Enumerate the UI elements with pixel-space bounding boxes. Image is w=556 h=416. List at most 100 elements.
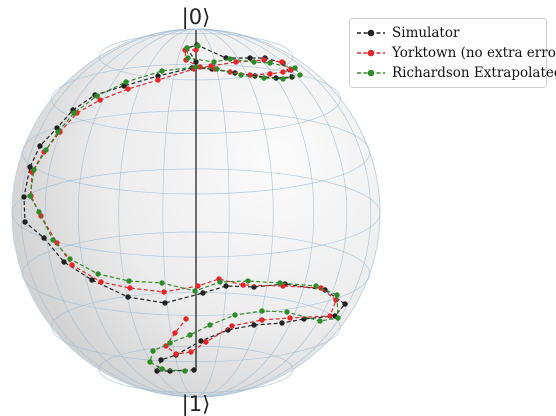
series-1-point-40 [188, 349, 194, 355]
series-line-2 [29, 45, 339, 372]
series-0-point-22 [41, 235, 47, 241]
series-1-point-12 [233, 59, 239, 65]
series-0-point-38 [198, 338, 204, 344]
series-1-point-27 [127, 285, 133, 291]
series-2-point-5 [251, 59, 257, 65]
series-0-point-32 [342, 301, 348, 307]
series-0-point-40 [158, 357, 164, 363]
series-2-point-38 [232, 312, 238, 318]
legend-item-simulator: Simulator [350, 24, 546, 42]
series-0-point-4 [247, 55, 253, 61]
series-0-point-13 [155, 73, 161, 79]
series-2-point-34 [335, 315, 341, 321]
series-0-point-0 [193, 59, 199, 65]
series-1-point-37 [259, 317, 265, 323]
series-1-point-13 [208, 63, 214, 69]
series-1 [28, 47, 339, 357]
series-0-point-43 [191, 367, 197, 373]
series-2-point-23 [50, 237, 56, 243]
series-2-point-37 [259, 308, 265, 314]
series-2-point-21 [27, 193, 33, 199]
series-0-point-36 [251, 322, 257, 328]
series-0-point-8 [273, 75, 279, 81]
series-2-point-32 [313, 283, 319, 289]
series-2-point-29 [217, 279, 223, 285]
series-1-point-3 [197, 64, 203, 70]
series-2-point-35 [317, 318, 323, 324]
label-ket-1: |1⟩ [182, 392, 211, 416]
series-1-point-8 [280, 69, 286, 75]
series-2-point-33 [334, 292, 340, 298]
series-2-point-31 [277, 280, 283, 286]
series-1-point-41 [173, 351, 179, 357]
legend-label-simulator: Simulator [392, 25, 460, 41]
series-2-point-36 [284, 309, 290, 315]
series-2-point-16 [94, 93, 100, 99]
legend-label-richardson: Richardson Extrapolated [392, 65, 556, 81]
series-0-point-20 [21, 194, 27, 200]
series-0-point-19 [27, 164, 33, 170]
series-2-point-18 [55, 129, 61, 135]
legend-item-yorktown: Yorktown (no extra error) [350, 44, 556, 62]
series-2-point-22 [36, 209, 42, 215]
series-2-point-7 [292, 65, 298, 71]
series-0-point-14 [121, 83, 127, 89]
series-0-point-41 [154, 368, 160, 374]
series-1-point-31 [240, 282, 246, 288]
series-2-point-0 [195, 43, 201, 49]
series-2-point-27 [159, 280, 165, 286]
series-2-point-4 [227, 56, 233, 62]
series-2-point-14 [159, 68, 165, 74]
series-1-point-0 [193, 47, 199, 53]
series-1-point-15 [155, 77, 161, 83]
longitude-ring-4 [20, 28, 372, 398]
series-1-point-39 [203, 339, 209, 345]
series-2-point-1 [184, 45, 190, 51]
series-1-point-36 [287, 315, 293, 321]
series-1-point-26 [98, 279, 104, 285]
series-0-point-25 [125, 294, 131, 300]
series-1-point-25 [69, 262, 75, 268]
series-2-point-9 [280, 76, 286, 82]
series-2-point-8 [297, 72, 303, 78]
series-2-point-13 [193, 64, 199, 70]
series-0-point-21 [22, 219, 28, 225]
series-2-point-20 [31, 167, 37, 173]
series-1-point-11 [261, 57, 267, 63]
series-2-point-40 [187, 332, 193, 338]
series-2-point-26 [126, 278, 132, 284]
series-2-point-11 [238, 72, 244, 78]
series-1-point-6 [247, 72, 253, 78]
series-1-point-34 [333, 297, 339, 303]
series-0-point-23 [61, 259, 67, 265]
series-2-point-42 [150, 348, 156, 354]
series-2-point-39 [207, 322, 213, 328]
legend-swatch-richardson [357, 69, 385, 77]
series-layer [21, 42, 348, 374]
legend-swatch-yorktown [357, 49, 385, 57]
series-2-point-10 [261, 75, 267, 81]
series-1-point-38 [229, 323, 235, 329]
series-0-point-35 [279, 320, 285, 326]
series-1-point-9 [288, 67, 294, 73]
series-2-point-17 [71, 110, 77, 116]
series-line-1 [30, 49, 337, 355]
legend-swatch-simulator [357, 29, 385, 37]
series-2-point-45 [182, 368, 188, 374]
series-1-point-16 [125, 86, 131, 92]
series-0-point-18 [37, 143, 43, 149]
legend-item-richardson: Richardson Extrapolated [350, 64, 556, 82]
series-2-point-28 [192, 288, 198, 294]
label-ket-0: |0⟩ [182, 5, 211, 30]
series-1-point-24 [54, 240, 60, 246]
series-2-point-15 [123, 79, 129, 85]
series-1-point-10 [279, 59, 285, 65]
series-line-0 [23, 44, 346, 372]
legend-label-yorktown: Yorktown (no extra error) [392, 45, 556, 61]
series-0-point-27 [200, 290, 206, 296]
series-2-point-43 [147, 359, 153, 365]
series-2-point-44 [159, 366, 165, 372]
series-1-point-28 [161, 289, 167, 295]
series-2-point-12 [214, 66, 220, 72]
